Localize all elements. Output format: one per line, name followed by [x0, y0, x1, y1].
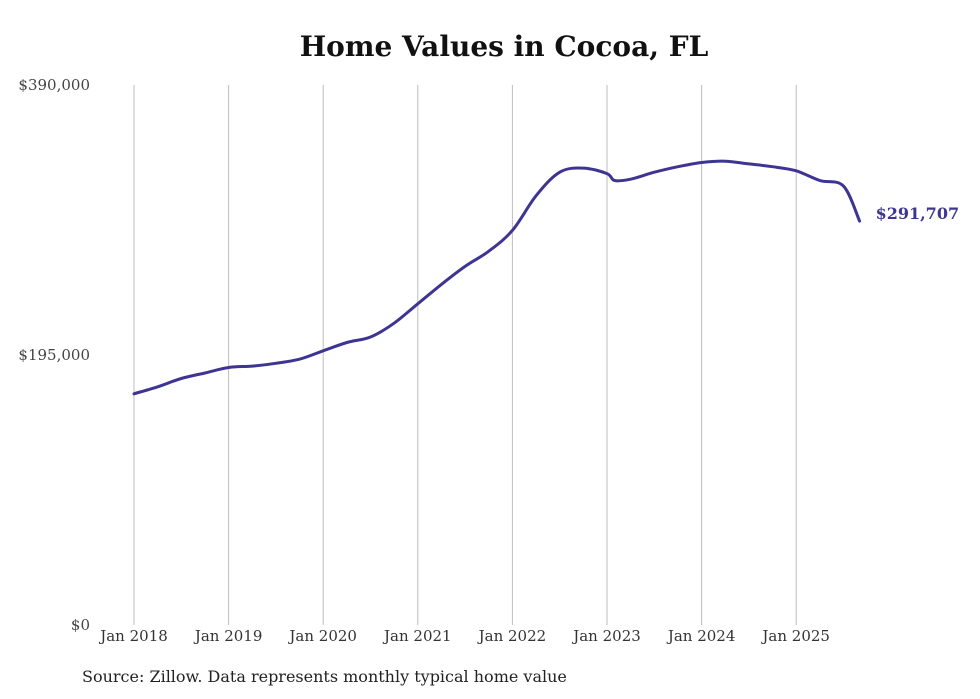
- x-axis-ticks: Jan 2018 Jan 2019 Jan 2020 Jan 2021 Jan 2022…: [98, 627, 830, 645]
- x-tick-label: Jan 2019: [193, 627, 263, 645]
- chart-title: Home Values in Cocoa, FL: [299, 30, 709, 63]
- x-tick-label: Jan 2025: [760, 627, 830, 645]
- x-tick-label: Jan 2020: [287, 627, 357, 645]
- y-tick-label: $390,000: [18, 76, 90, 94]
- x-tick-label: Jan 2018: [98, 627, 168, 645]
- last-value-label: $291,707: [876, 204, 960, 223]
- y-axis-ticks: $0 $195,000 $390,000: [18, 76, 90, 634]
- source-note: Source: Zillow. Data represents monthly …: [82, 667, 567, 686]
- x-gridlines: [133, 85, 797, 625]
- x-tick-label: Jan 2024: [666, 627, 736, 645]
- x-tick-label: Jan 2022: [477, 627, 547, 645]
- y-tick-label: $0: [71, 616, 90, 634]
- x-tick-label: Jan 2021: [382, 627, 452, 645]
- home-value-line: [132, 159, 862, 396]
- y-tick-label: $195,000: [18, 346, 90, 364]
- x-tick-label: Jan 2023: [571, 627, 641, 645]
